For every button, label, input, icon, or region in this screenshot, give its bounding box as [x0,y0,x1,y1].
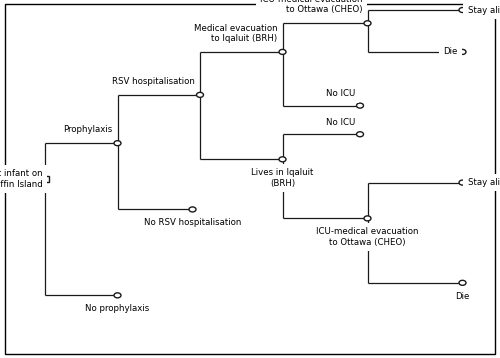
Text: Prophylaxis: Prophylaxis [63,125,112,134]
Text: ICU-medical evacuation
to Ottawa (CHEO): ICU-medical evacuation to Ottawa (CHEO) [260,0,362,14]
Bar [41,176,49,182]
Text: No ICU: No ICU [326,90,355,98]
Text: No prophylaxis: No prophylaxis [86,304,150,313]
Circle shape [356,103,364,108]
Circle shape [279,157,286,162]
Text: ICU-medical evacuation
to Ottawa (CHEO): ICU-medical evacuation to Ottawa (CHEO) [316,227,419,247]
Circle shape [364,21,371,26]
Circle shape [114,141,121,146]
Circle shape [459,180,466,185]
Circle shape [459,49,466,54]
Text: Lives in Iqaluit
(BRH): Lives in Iqaluit (BRH) [252,168,314,188]
Text: No ICU: No ICU [326,118,355,127]
Circle shape [364,216,371,221]
Circle shape [459,280,466,285]
Text: RSV hospitalisation: RSV hospitalisation [112,77,195,86]
Text: Stay alive: Stay alive [468,178,500,187]
Text: Die: Die [456,292,469,301]
Circle shape [459,8,466,13]
Circle shape [189,207,196,212]
Circle shape [114,293,121,298]
Circle shape [196,92,203,97]
Text: No RSV hospitalisation: No RSV hospitalisation [144,218,241,227]
Circle shape [279,49,286,54]
Text: Inuit infant on
Baffin Island: Inuit infant on Baffin Island [0,169,42,189]
Text: Stay alive: Stay alive [468,5,500,15]
Text: Medical evacuation
to Iqaluit (BRH): Medical evacuation to Iqaluit (BRH) [194,24,278,43]
Circle shape [356,132,364,137]
Text: Die: Die [443,47,458,57]
